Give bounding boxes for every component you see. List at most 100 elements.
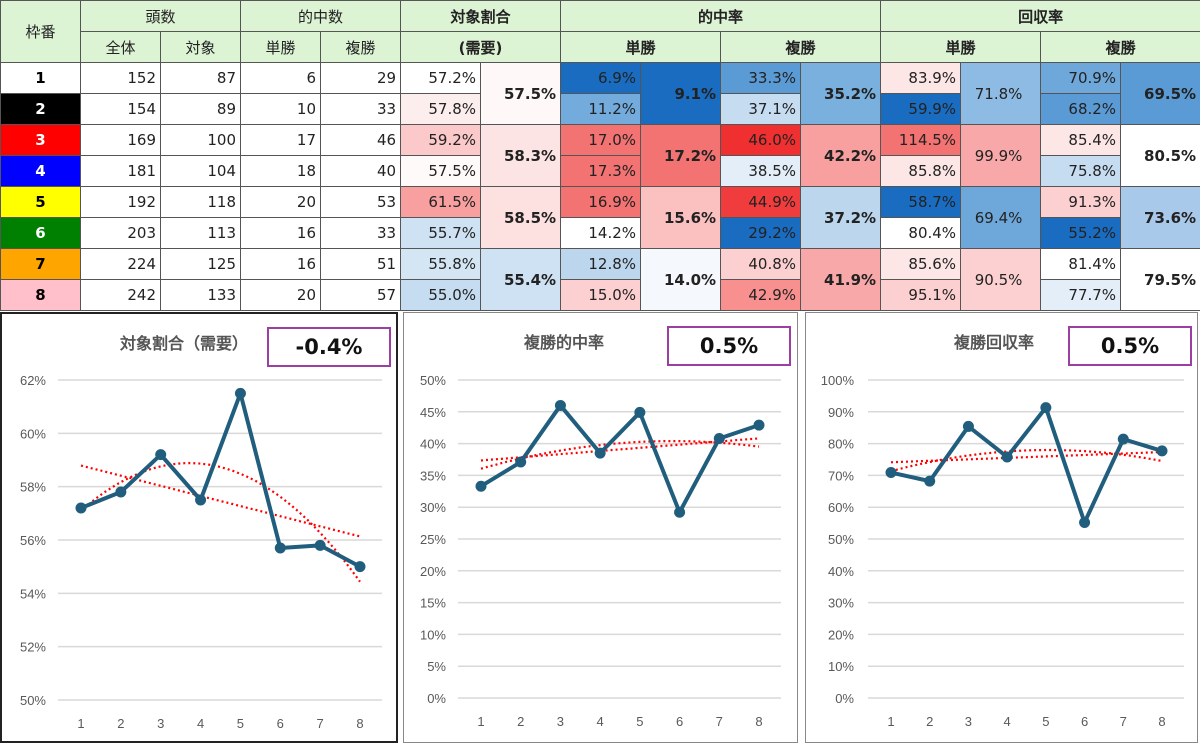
hit-rate-win: 11.2% — [561, 94, 641, 125]
hit-rate-place-combined: 42.2% — [801, 125, 881, 187]
data-point — [476, 481, 487, 492]
data-point — [1040, 402, 1051, 413]
hit-rate-place: 42.9% — [721, 280, 801, 311]
return-win: 59.9% — [881, 94, 961, 125]
y-tick-label: 52% — [20, 640, 46, 655]
x-tick-label: 3 — [157, 716, 164, 731]
x-tick-label: 2 — [117, 716, 124, 731]
x-tick-label: 8 — [356, 716, 363, 731]
data-point — [674, 507, 685, 518]
hits-place: 53 — [321, 187, 401, 218]
ratio: 55.7% — [401, 218, 481, 249]
data-point — [1157, 445, 1168, 456]
y-tick-label: 5% — [427, 659, 446, 674]
ratio: 57.5% — [401, 156, 481, 187]
return-place: 55.2% — [1041, 218, 1121, 249]
ratio-combined: 58.5% — [481, 187, 561, 249]
y-tick-label: 62% — [20, 373, 46, 388]
header-return-place: 複勝 — [1041, 32, 1200, 63]
header-hits-win: 単勝 — [241, 32, 321, 63]
data-point — [235, 388, 246, 399]
count-total: 152 — [81, 63, 161, 94]
hits-win: 18 — [241, 156, 321, 187]
hits-place: 57 — [321, 280, 401, 311]
y-tick-label: 20% — [420, 564, 446, 579]
header-ratio-sub: (需要) — [401, 32, 561, 63]
hits-win: 6 — [241, 63, 321, 94]
series-line — [891, 408, 1162, 523]
hit-rate-win: 17.0% — [561, 125, 641, 156]
y-tick-label: 50% — [420, 373, 446, 388]
data-point — [714, 433, 725, 444]
x-tick-label: 2 — [517, 714, 524, 729]
hits-win: 17 — [241, 125, 321, 156]
hit-rate-win-combined: 9.1% — [641, 63, 721, 125]
y-tick-label: 70% — [828, 468, 854, 483]
return-place: 75.8% — [1041, 156, 1121, 187]
return-win: 95.1% — [881, 280, 961, 311]
return-win: 83.9% — [881, 63, 961, 94]
header-frame: 枠番 — [1, 1, 81, 63]
y-tick-label: 90% — [828, 405, 854, 420]
return-place: 70.9% — [1041, 63, 1121, 94]
data-point — [195, 495, 206, 506]
x-tick-label: 6 — [1081, 714, 1088, 729]
x-tick-label: 6 — [676, 714, 683, 729]
trendline-polynomial — [81, 463, 360, 582]
header-hit-rate: 的中率 — [561, 1, 881, 32]
hit-rate-place: 40.8% — [721, 249, 801, 280]
header-ratio: 対象割合 — [401, 1, 561, 32]
data-point — [634, 407, 645, 418]
data-point — [155, 449, 166, 460]
hit-rate-win: 15.0% — [561, 280, 641, 311]
hit-rate-win: 6.9% — [561, 63, 641, 94]
count-total: 169 — [81, 125, 161, 156]
hit-rate-place: 33.3% — [721, 63, 801, 94]
x-tick-label: 1 — [477, 714, 484, 729]
x-tick-label: 4 — [197, 716, 204, 731]
x-tick-label: 4 — [1004, 714, 1011, 729]
chart-panel-place-return-rate[interactable]: 複勝回収率 0.5% 0%10%20%30%40%50%60%70%80%90%… — [805, 312, 1198, 743]
y-tick-label: 100% — [821, 373, 855, 388]
return-place: 85.4% — [1041, 125, 1121, 156]
header-count-target: 対象 — [161, 32, 241, 63]
frame-stats-table: 枠番 頭数 的中数 対象割合 的中率 回収率 全体 対象 単勝 複勝 (需要) … — [0, 0, 1200, 311]
y-tick-label: 35% — [420, 468, 446, 483]
ratio-combined: 58.3% — [481, 125, 561, 187]
ratio-combined: 55.4% — [481, 249, 561, 311]
data-point — [886, 467, 897, 478]
return-win: 85.6% — [881, 249, 961, 280]
x-tick-label: 5 — [237, 716, 244, 731]
frame-number: 2 — [1, 94, 81, 125]
header-return-win: 単勝 — [881, 32, 1041, 63]
count-target: 113 — [161, 218, 241, 249]
y-tick-label: 50% — [20, 693, 46, 708]
count-total: 181 — [81, 156, 161, 187]
data-point — [555, 400, 566, 411]
hit-rate-win-combined: 17.2% — [641, 125, 721, 187]
y-tick-label: 60% — [20, 426, 46, 441]
y-tick-label: 45% — [420, 405, 446, 420]
hit-rate-win: 17.3% — [561, 156, 641, 187]
data-point — [1002, 451, 1013, 462]
x-tick-label: 5 — [636, 714, 643, 729]
return-place: 91.3% — [1041, 187, 1121, 218]
return-place-combined: 79.5% — [1121, 249, 1200, 311]
header-return-rate: 回収率 — [881, 1, 1200, 32]
count-target: 104 — [161, 156, 241, 187]
return-win: 80.4% — [881, 218, 961, 249]
chart-panel-place-hit-rate[interactable]: 複勝的中率 0.5% 0%5%10%15%20%25%30%35%40%45%5… — [403, 312, 798, 743]
y-tick-label: 40% — [420, 437, 446, 452]
frame-number: 5 — [1, 187, 81, 218]
return-place-combined: 69.5% — [1121, 63, 1200, 125]
y-tick-label: 20% — [828, 627, 854, 642]
y-tick-label: 10% — [828, 659, 854, 674]
data-point — [115, 487, 126, 498]
header-hits-place: 複勝 — [321, 32, 401, 63]
frame-number: 6 — [1, 218, 81, 249]
data-point — [1118, 434, 1129, 445]
